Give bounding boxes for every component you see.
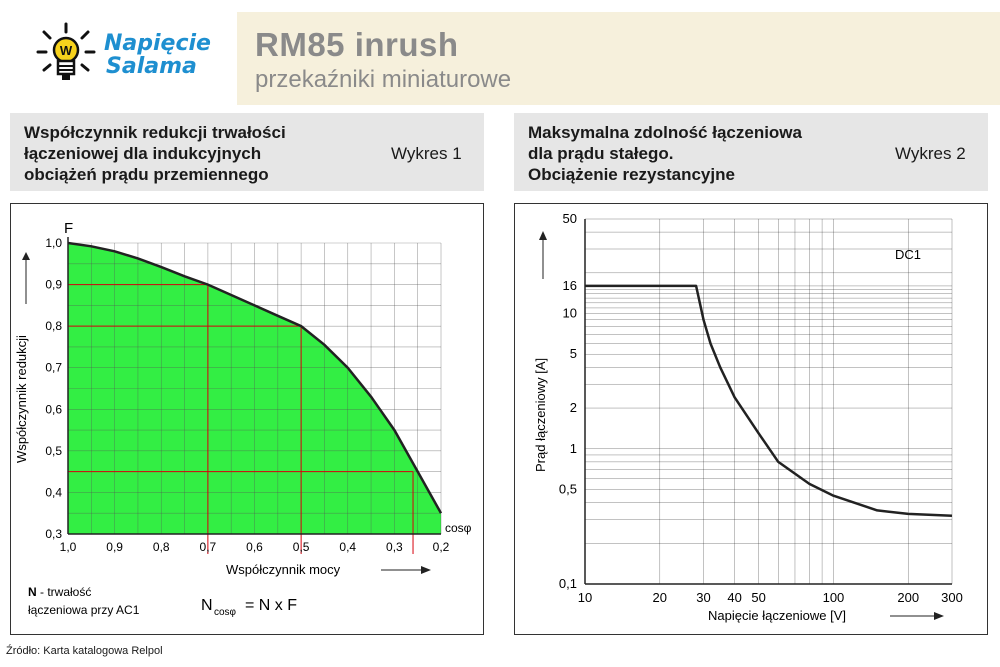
series-label: DC1 — [895, 247, 921, 262]
x-tick-label: 1,0 — [60, 540, 77, 554]
x-axis-label: Napięcie łączeniowe [V] — [708, 608, 846, 623]
chart2-ref: Wykres 2 — [895, 144, 966, 163]
y-tick-label: 0,9 — [45, 278, 62, 292]
x-axis-label: Współczynnik mocy — [226, 562, 341, 577]
series-curve — [67, 241, 443, 514]
series-curve — [585, 284, 953, 517]
legend-text-line2: łączeniowa przy AC1 — [28, 603, 140, 617]
svg-text:W: W — [60, 43, 73, 58]
y-tick-label: 0,7 — [45, 361, 62, 375]
y-tick-label: 0,8 — [45, 319, 62, 333]
x-tick-label: 30 — [696, 590, 710, 605]
x-tick-label: 0,9 — [106, 540, 123, 554]
caption-line: Współczynnik redukcji trwałości — [24, 123, 286, 142]
caption-line: Maksymalna zdolność łączeniowa — [528, 123, 802, 142]
y-tick-label: 16 — [563, 278, 577, 293]
x-tick-label: 0,7 — [200, 540, 217, 554]
product-subtitle: przekaźniki miniaturowe — [255, 66, 512, 93]
x-tick-label: 0,3 — [386, 540, 403, 554]
chart1-caption: Współczynnik redukcji trwałości łączenio… — [10, 113, 484, 191]
chart1-caption-title: Współczynnik redukcji trwałości łączenio… — [24, 122, 286, 185]
x-tick-label: 200 — [897, 590, 919, 605]
x-tick-label: 0,8 — [153, 540, 170, 554]
header-band: RM85 inrush przekaźniki miniaturowe — [237, 12, 1000, 105]
x-tick-label: 300 — [941, 590, 963, 605]
logo-wordmark: Napięcie Salama — [104, 32, 211, 78]
logo: W Napięcie Salama — [36, 22, 226, 92]
y-tick-label: 5 — [570, 346, 577, 361]
x-tick-label: 0,6 — [246, 540, 263, 554]
y-tick-label: 0,6 — [45, 402, 62, 416]
x-tick-label: 0,4 — [339, 540, 356, 554]
y-tick-label: 0,1 — [559, 576, 577, 591]
x-tick-label: 20 — [653, 590, 667, 605]
caption-line: Obciążenie rezystancyjne — [528, 165, 735, 184]
y-axis-arrowhead — [539, 231, 547, 240]
y-tick-label: 0,5 — [559, 481, 577, 496]
x-tick-label: 50 — [751, 590, 765, 605]
chart2-caption: Maksymalna zdolność łączeniowa dla prądu… — [514, 113, 988, 191]
caption-line: obciążeń prądu przemiennego — [24, 165, 269, 184]
y-tick-label: 2 — [570, 400, 577, 415]
y-tick-label: 0,4 — [45, 485, 62, 499]
lightbulb-icon: W — [36, 22, 96, 80]
y-axis-arrowhead — [22, 252, 30, 260]
y-tick-label: 50 — [563, 211, 577, 226]
y-axis-label: Prąd łączeniowy [A] — [533, 358, 548, 472]
y-axis-symbol: F — [64, 220, 73, 237]
chart1-svg: 1,0 0,9 0,8 0,7 0,6 0,5 0,4 0,3 0,2 0,3 0,4 0,5 0,6 0… — [14, 220, 472, 618]
x-tick-label: 0,5 — [293, 540, 310, 554]
y-tick-label: 1 — [570, 441, 577, 456]
logo-line1: Napięcie — [104, 31, 211, 56]
chart2-caption-title: Maksymalna zdolność łączeniowa dla prądu… — [528, 122, 802, 185]
x-tick-label: 100 — [823, 590, 845, 605]
chart2-svg: 10 20 30 40 50 100 200 300 0,1 0,5 1 2 5 10 16 50 DC1 Prą… — [533, 211, 963, 623]
formula-rhs: = N x F — [245, 597, 297, 614]
logo-line2: Salama — [106, 54, 197, 79]
x-axis-arrowhead — [934, 612, 944, 620]
x-tick-label: 40 — [727, 590, 741, 605]
y-tick-label: 0,3 — [45, 527, 62, 541]
chart1-frame: 1,0 0,9 0,8 0,7 0,6 0,5 0,4 0,3 0,2 0,3 0,4 0,5 0,6 0… — [10, 203, 484, 635]
caption-line: dla prądu stałego. — [528, 144, 674, 163]
y-tick-label: 0,5 — [45, 444, 62, 458]
x-tick-label: 10 — [578, 590, 592, 605]
y-tick-label: 10 — [563, 306, 577, 321]
caption-line: łączeniowej dla indukcyjnych — [24, 144, 262, 163]
legend-text-line1: N - trwałość — [28, 585, 91, 599]
y-tick-label: 1,0 — [45, 236, 62, 250]
formula-subscript: cosφ — [214, 607, 237, 618]
chart1-ref: Wykres 1 — [391, 144, 462, 163]
chart2-frame: 10 20 30 40 50 100 200 300 0,1 0,5 1 2 5 10 16 50 DC1 Prą… — [514, 203, 988, 635]
source-note: Źródło: Karta katalogowa Relpol — [6, 645, 163, 657]
product-title: RM85 inrush — [255, 26, 459, 63]
x-tick-label: 0,2 — [433, 540, 450, 554]
y-axis-label: Współczynnik redukcji — [14, 335, 29, 463]
formula-lhs: N — [201, 597, 213, 614]
x-axis-symbol: cosφ — [445, 521, 472, 535]
x-axis-arrowhead — [421, 566, 431, 574]
